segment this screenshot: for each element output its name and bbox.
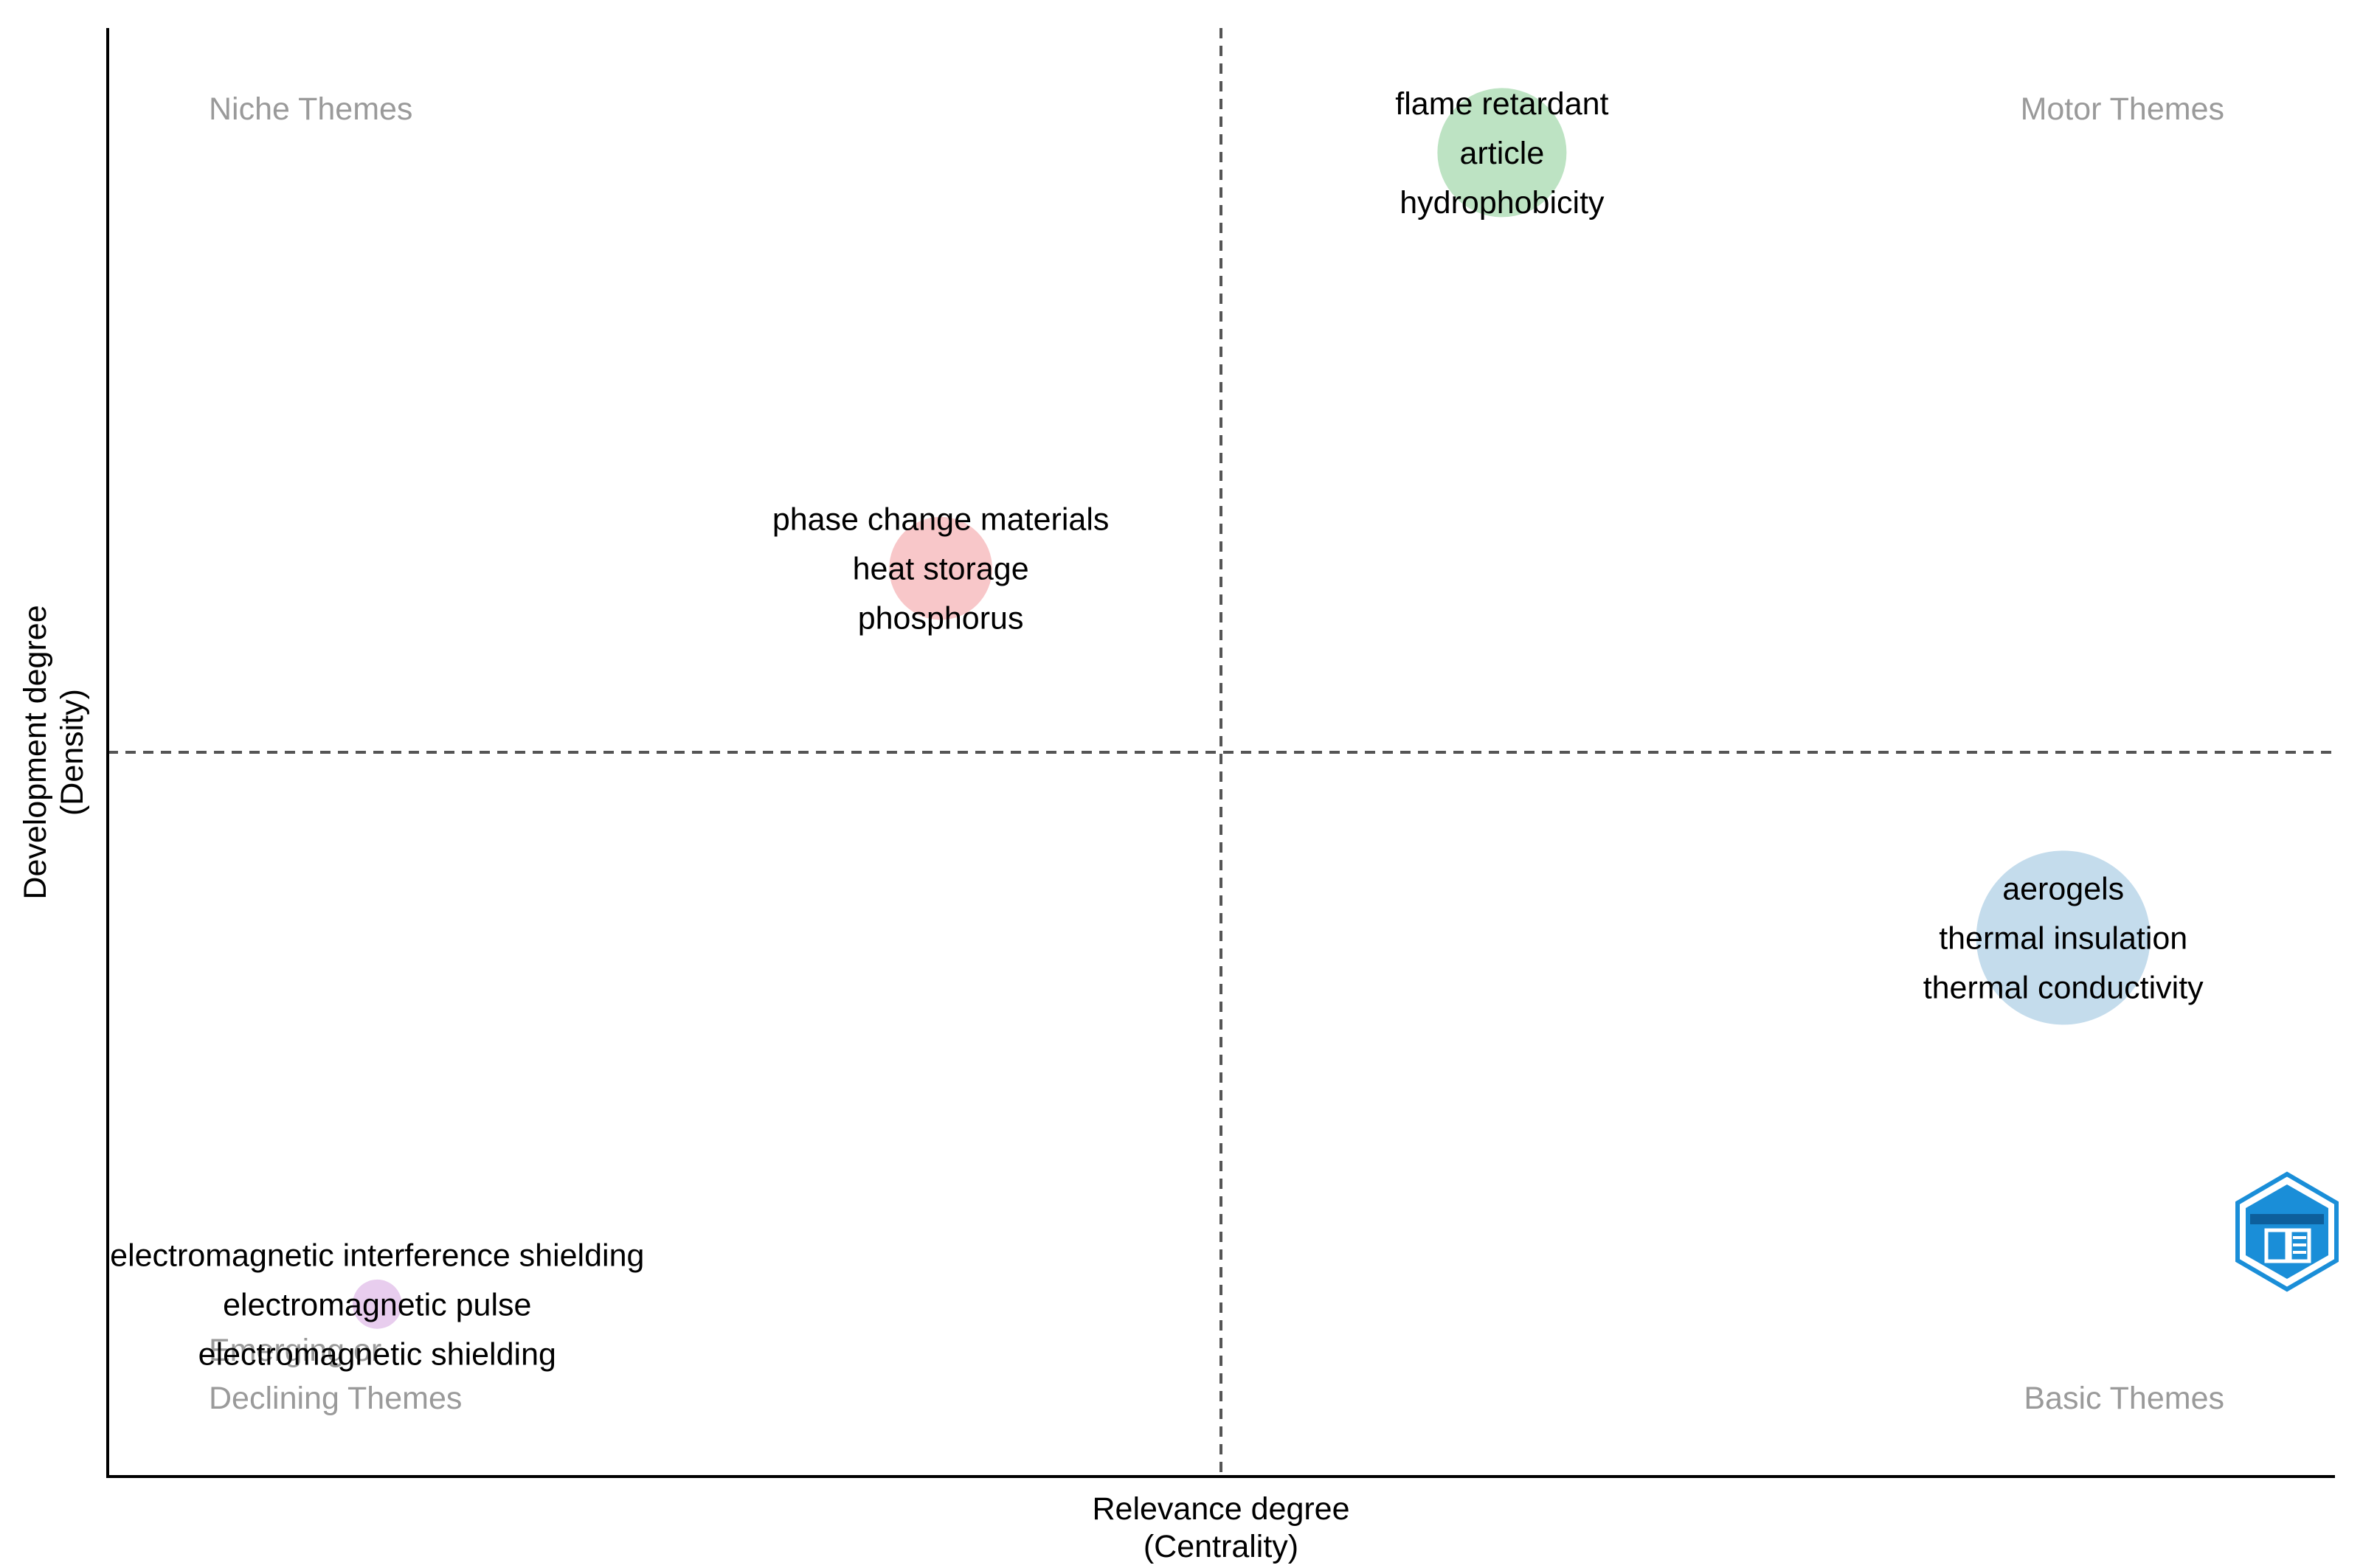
theme-keyword-label: hydrophobicity [1400,185,1605,221]
threshold-lines [108,28,2335,1477]
y-axis-subtitle: (Density) [55,689,90,816]
y-axis-title: Development degree [18,605,53,899]
theme-keyword-label: electromagnetic pulse [223,1287,531,1322]
theme-keyword-label: phosphorus [858,601,1024,636]
theme-bubble [1437,88,1567,218]
quadrant-label-niche: Niche Themes [209,91,412,127]
theme-keyword-label: thermal conductivity [1923,970,2204,1005]
quadrant-label-declining: Declining Themes [209,1381,462,1416]
axes: Relevance degree (Centrality) Developmen… [18,28,2335,1564]
theme-keyword-label: electromagnetic shielding [198,1336,556,1372]
logo-banner [2250,1214,2324,1224]
theme-keyword-label: heat storage [853,552,1029,587]
theme-keyword-label: flame retardant [1395,86,1608,122]
x-axis-subtitle: (Centrality) [1144,1529,1298,1564]
quadrant-labels: Niche Themes Motor Themes Emerging or De… [209,91,2224,1416]
theme-keyword-label: electromagnetic interference shielding [110,1238,644,1273]
bibliometrix-logo [2235,1171,2339,1292]
theme-bubble [889,516,992,620]
theme-keyword-label: aerogels [2002,871,2124,906]
logo-lines-icon [2293,1236,2306,1254]
quadrant-label-basic: Basic Themes [2024,1381,2224,1416]
quadrant-label-motor: Motor Themes [2021,91,2224,127]
logo-book-icon [2264,1228,2311,1263]
theme-bubbles [352,88,2151,1329]
theme-keyword-label: article [1460,136,1545,171]
theme-bubble [1976,850,2151,1025]
theme-bubble [352,1279,402,1329]
theme-keyword-labels: flame retardant article hydrophobicity phas… [110,86,2204,1372]
quadrant-label-emerging: Emerging or [209,1333,381,1368]
theme-keyword-label: thermal insulation [1939,920,2187,956]
theme-keyword-label: phase change materials [772,502,1110,538]
x-axis-title: Relevance degree [1092,1491,1349,1527]
